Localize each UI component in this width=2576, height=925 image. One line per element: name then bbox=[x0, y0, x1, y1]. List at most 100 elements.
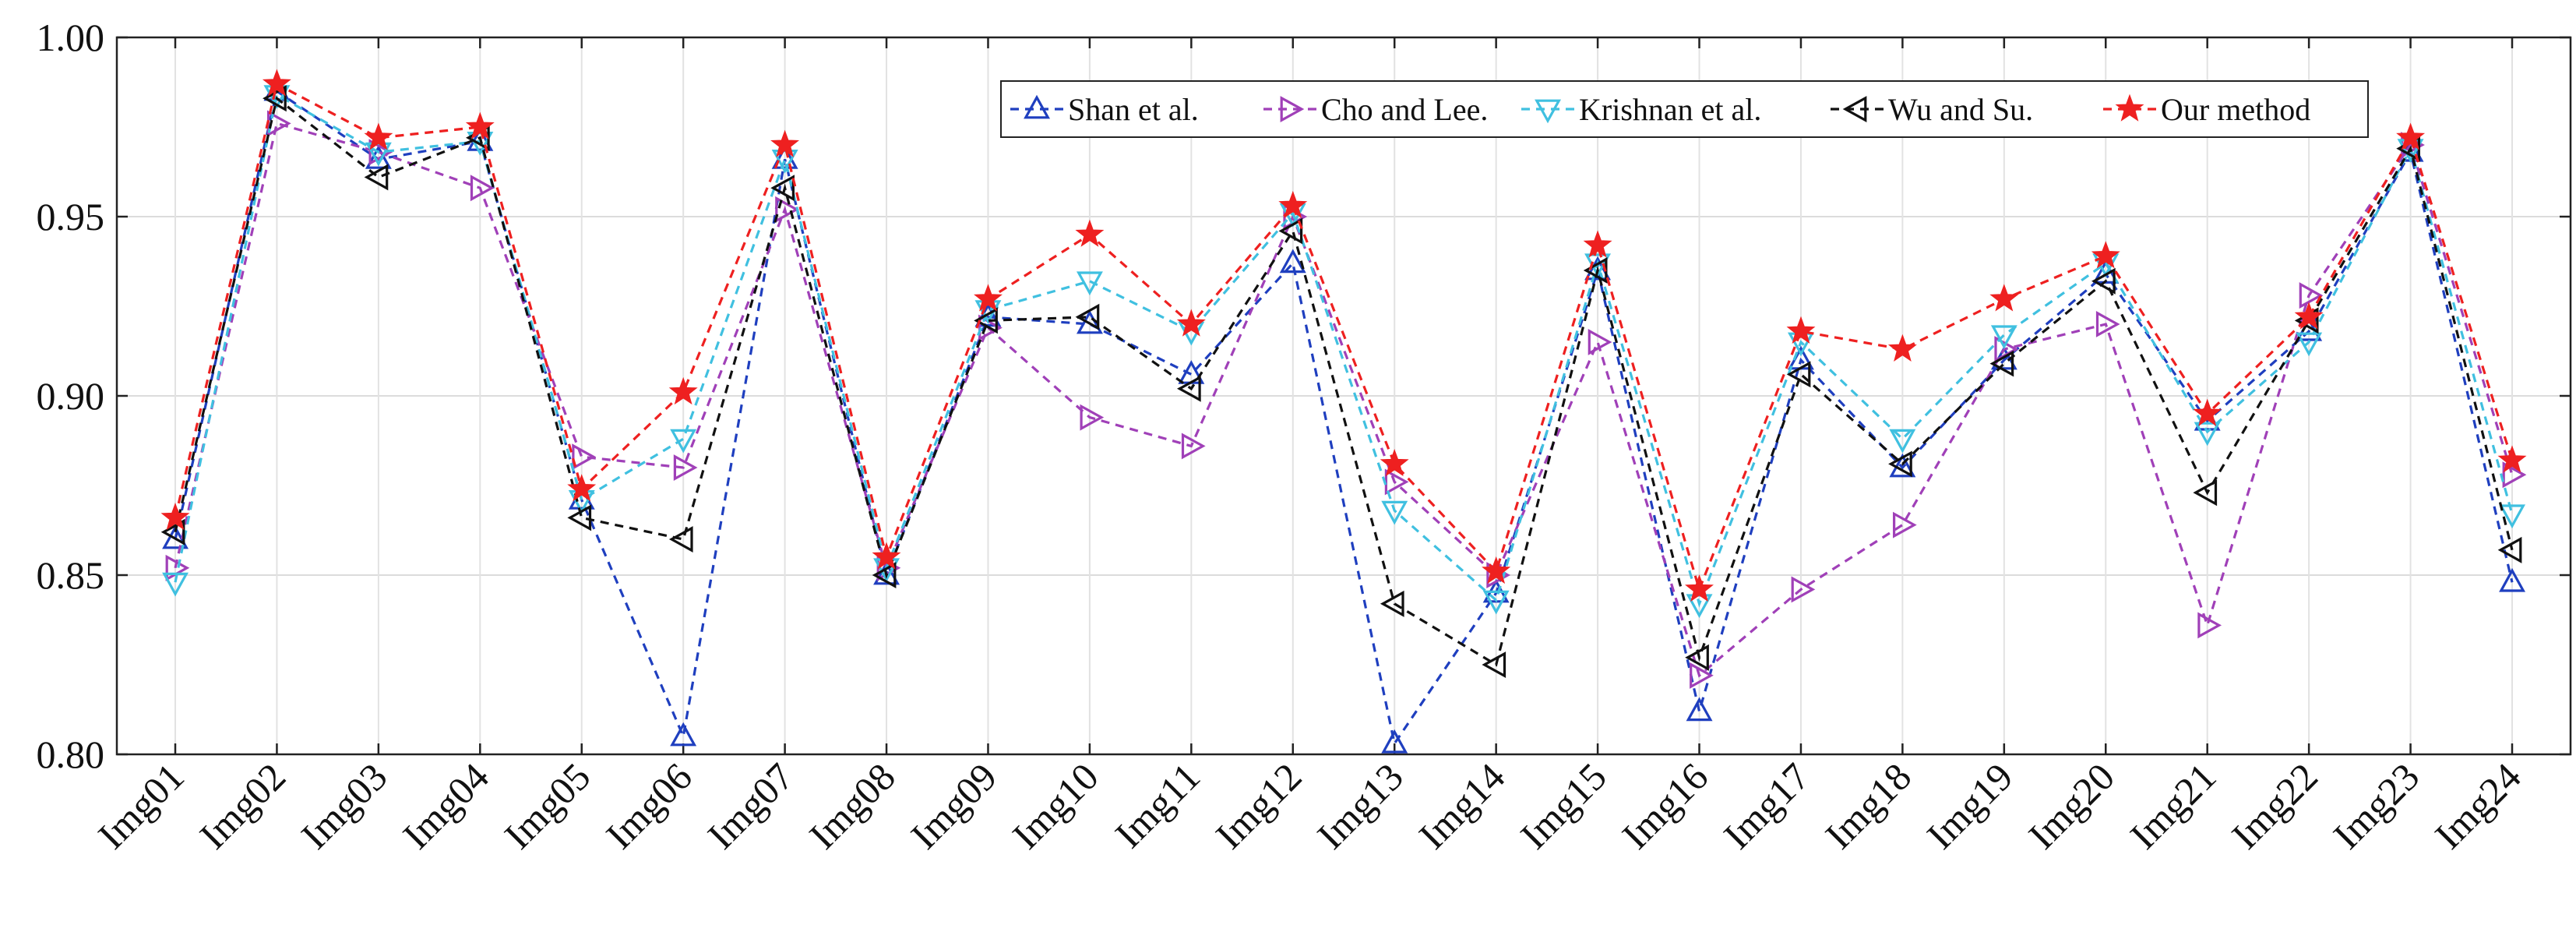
data-point bbox=[1482, 651, 1506, 679]
x-tick-label: Img15 bbox=[1512, 754, 1615, 857]
data-point bbox=[1686, 697, 1713, 722]
x-tick-label: Img12 bbox=[1207, 754, 1310, 857]
data-point bbox=[1583, 230, 1612, 258]
data-point bbox=[1080, 404, 1105, 431]
data-point bbox=[1076, 271, 1103, 296]
series-line bbox=[174, 122, 2514, 678]
data-point bbox=[465, 111, 495, 139]
data-point bbox=[670, 429, 697, 454]
series-line bbox=[174, 82, 2514, 594]
data-point bbox=[2294, 302, 2324, 330]
data-point bbox=[1482, 590, 1510, 615]
x-tick-label: Img16 bbox=[1613, 754, 1716, 857]
data-point bbox=[1889, 429, 1916, 454]
data-point bbox=[2499, 504, 2526, 529]
data-point bbox=[2193, 479, 2218, 507]
data-point bbox=[2193, 398, 2222, 426]
data-point bbox=[1685, 644, 1709, 671]
data-point bbox=[368, 139, 393, 166]
y-tick-label: 0.80 bbox=[37, 733, 105, 776]
data-point bbox=[673, 454, 698, 482]
data-point bbox=[2091, 267, 2116, 295]
x-tick-label: Img04 bbox=[394, 754, 497, 857]
data-point bbox=[670, 722, 697, 747]
x-tick-label: Img17 bbox=[1715, 754, 1818, 857]
y-tick-label: 0.95 bbox=[37, 195, 105, 238]
data-point bbox=[1380, 590, 1404, 617]
legend-marker bbox=[1280, 96, 1305, 123]
series-our-method bbox=[160, 69, 2527, 602]
data-point bbox=[1989, 350, 2014, 377]
data-point bbox=[2499, 567, 2526, 592]
data-point bbox=[160, 518, 185, 545]
legend-label: Krishnan et al. bbox=[1579, 92, 1761, 127]
x-tick-label: Img13 bbox=[1309, 754, 1411, 857]
data-point bbox=[1889, 453, 1916, 478]
data-point bbox=[160, 503, 190, 531]
data-point bbox=[1075, 303, 1100, 330]
data-point bbox=[1380, 449, 1409, 477]
data-point bbox=[1482, 556, 1511, 584]
series-line bbox=[174, 96, 2514, 667]
data-point bbox=[1685, 574, 1714, 602]
data-point bbox=[567, 504, 592, 531]
legend-marker bbox=[1842, 96, 1867, 123]
data-point bbox=[1791, 576, 1816, 603]
data-point bbox=[467, 127, 494, 151]
data-point bbox=[162, 524, 189, 549]
data-point bbox=[1176, 309, 1206, 337]
data-point bbox=[162, 572, 189, 597]
legend-marker bbox=[1024, 94, 1051, 119]
data-point bbox=[771, 145, 798, 169]
legend-label: Wu and Su. bbox=[1888, 92, 2033, 127]
legend-label: Shan et al. bbox=[1068, 92, 1199, 127]
data-point bbox=[1989, 284, 2019, 312]
data-point bbox=[1181, 432, 1206, 460]
data-point bbox=[365, 145, 392, 169]
y-tick-label: 0.90 bbox=[37, 374, 105, 418]
x-tick-label: Img22 bbox=[2223, 754, 2326, 857]
x-tick-label: Img20 bbox=[2020, 754, 2123, 857]
data-point bbox=[2095, 310, 2120, 337]
data-point bbox=[770, 175, 795, 202]
data-point bbox=[2299, 282, 2324, 309]
legend-marker bbox=[1535, 99, 1562, 124]
x-tick-label: Img02 bbox=[191, 754, 294, 857]
x-tick-label: Img18 bbox=[1817, 754, 1919, 857]
x-tick-label: Img08 bbox=[801, 754, 904, 857]
data-point bbox=[2502, 461, 2527, 489]
x-tick-label: Img19 bbox=[1919, 754, 2021, 857]
data-point bbox=[2497, 536, 2522, 563]
x-tick-label: Img11 bbox=[1107, 754, 1209, 856]
data-point bbox=[2197, 612, 2222, 639]
data-point bbox=[974, 302, 1002, 327]
data-point bbox=[974, 284, 1003, 312]
x-tick-label: Img23 bbox=[2324, 754, 2427, 857]
data-point bbox=[668, 526, 693, 553]
data-point bbox=[1888, 450, 1912, 478]
x-tick-label: Img14 bbox=[1411, 754, 1514, 857]
x-tick-label: Img09 bbox=[902, 754, 1005, 857]
data-point bbox=[2091, 241, 2120, 269]
data-point bbox=[873, 560, 900, 585]
x-tick-label: Img01 bbox=[90, 754, 192, 857]
data-point bbox=[2497, 445, 2527, 473]
x-tick-label: Img21 bbox=[2122, 754, 2225, 857]
data-point bbox=[1381, 500, 1408, 525]
series-line bbox=[174, 93, 2514, 608]
legend-label: Cho and Lee. bbox=[1321, 92, 1488, 127]
data-point bbox=[1893, 511, 1917, 538]
x-tick-label: Img10 bbox=[1004, 754, 1107, 857]
series-layer bbox=[160, 69, 2527, 754]
data-point bbox=[1584, 256, 1612, 281]
data-point bbox=[1176, 375, 1201, 402]
data-point bbox=[1076, 309, 1103, 334]
data-point bbox=[668, 376, 698, 405]
data-point bbox=[974, 307, 998, 334]
data-point bbox=[1278, 217, 1303, 245]
data-point bbox=[1990, 325, 2017, 350]
legend: Shan et al. Cho and Lee. Krishnan et al. Wu… bbox=[1000, 80, 2369, 138]
data-point bbox=[872, 562, 897, 589]
